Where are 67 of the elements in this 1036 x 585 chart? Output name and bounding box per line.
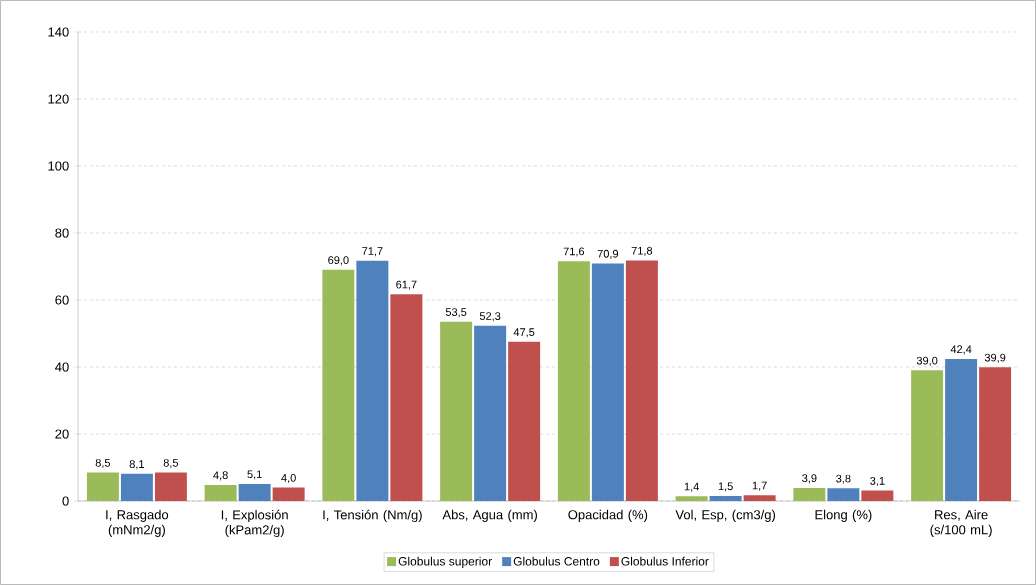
data-label: 8,1 xyxy=(129,460,144,470)
data-label: 4,8 xyxy=(213,471,228,481)
y-tick-label: 140 xyxy=(48,27,69,37)
bar xyxy=(474,325,507,501)
data-label: 4,0 xyxy=(281,473,296,484)
y-tick-label: 80 xyxy=(55,228,69,238)
x-tick-label: Res, Aire (s/100 mL) xyxy=(930,509,992,537)
bar xyxy=(979,367,1012,501)
legend-label: Globulus superior xyxy=(398,556,492,568)
bar xyxy=(238,483,271,501)
bar xyxy=(120,473,153,501)
bar xyxy=(911,370,944,501)
y-tick-label: 0 xyxy=(62,496,69,506)
bar xyxy=(204,484,237,501)
data-label: 71,8 xyxy=(631,246,653,256)
bar xyxy=(861,490,894,501)
bar xyxy=(675,496,708,501)
x-tick-label: Elong (%) xyxy=(815,509,872,522)
legend-label: Globulus Inferior xyxy=(621,556,709,566)
bar xyxy=(154,472,187,501)
data-label: 1,5 xyxy=(718,482,733,492)
data-label: 3,8 xyxy=(836,474,851,484)
y-tick-label: 20 xyxy=(55,429,69,439)
bar xyxy=(322,269,355,501)
y-tick-label: 40 xyxy=(55,362,69,372)
bar xyxy=(440,321,473,501)
data-label: 3,9 xyxy=(802,474,817,484)
bar xyxy=(557,261,590,501)
data-label: 3,1 xyxy=(870,476,885,487)
data-label: 71,7 xyxy=(362,247,383,257)
bar xyxy=(390,294,423,501)
data-label: 42,4 xyxy=(950,345,972,355)
y-tick-label: 60 xyxy=(55,295,69,305)
x-tick-label: Abs, Agua (mm) xyxy=(442,509,537,522)
x-tick-label: I, Rasgado (mNm2/g) xyxy=(106,509,169,537)
data-label: 5,1 xyxy=(247,470,262,480)
data-label: 8,5 xyxy=(163,458,179,468)
bar xyxy=(945,358,978,501)
bar xyxy=(743,495,776,501)
data-label: 39,0 xyxy=(916,356,938,366)
legend-label: Globulus Centro xyxy=(513,556,600,566)
bar xyxy=(827,488,860,501)
data-label: 39,9 xyxy=(984,353,1006,363)
data-label: 52,3 xyxy=(479,312,501,322)
data-label: 53,5 xyxy=(445,308,467,318)
bar xyxy=(356,260,389,501)
x-tick-label: I, Tensión (Nm/g) xyxy=(323,509,422,523)
x-tick-label: Opacidad (%) xyxy=(568,509,648,522)
y-tick-label: 100 xyxy=(48,161,69,171)
data-label: 61,7 xyxy=(396,280,417,290)
data-label: 69,0 xyxy=(328,256,349,266)
data-label: 1,4 xyxy=(684,482,699,492)
bar xyxy=(86,472,119,501)
bar xyxy=(709,495,742,501)
bar xyxy=(625,260,658,501)
bar xyxy=(793,487,826,501)
bar xyxy=(591,263,624,501)
y-tick-label: 120 xyxy=(48,94,69,104)
data-label: 47,5 xyxy=(513,328,535,338)
x-tick-label: Vol, Esp, (cm3/g) xyxy=(675,509,776,522)
bar xyxy=(508,341,541,501)
bar xyxy=(272,487,305,501)
data-label: 71,6 xyxy=(563,247,585,257)
data-label: 70,9 xyxy=(597,249,619,259)
x-tick-label: I, Explosión (kPam2/g) xyxy=(221,509,288,538)
data-label: 1,7 xyxy=(752,481,767,491)
data-label: 8,5 xyxy=(95,458,111,468)
